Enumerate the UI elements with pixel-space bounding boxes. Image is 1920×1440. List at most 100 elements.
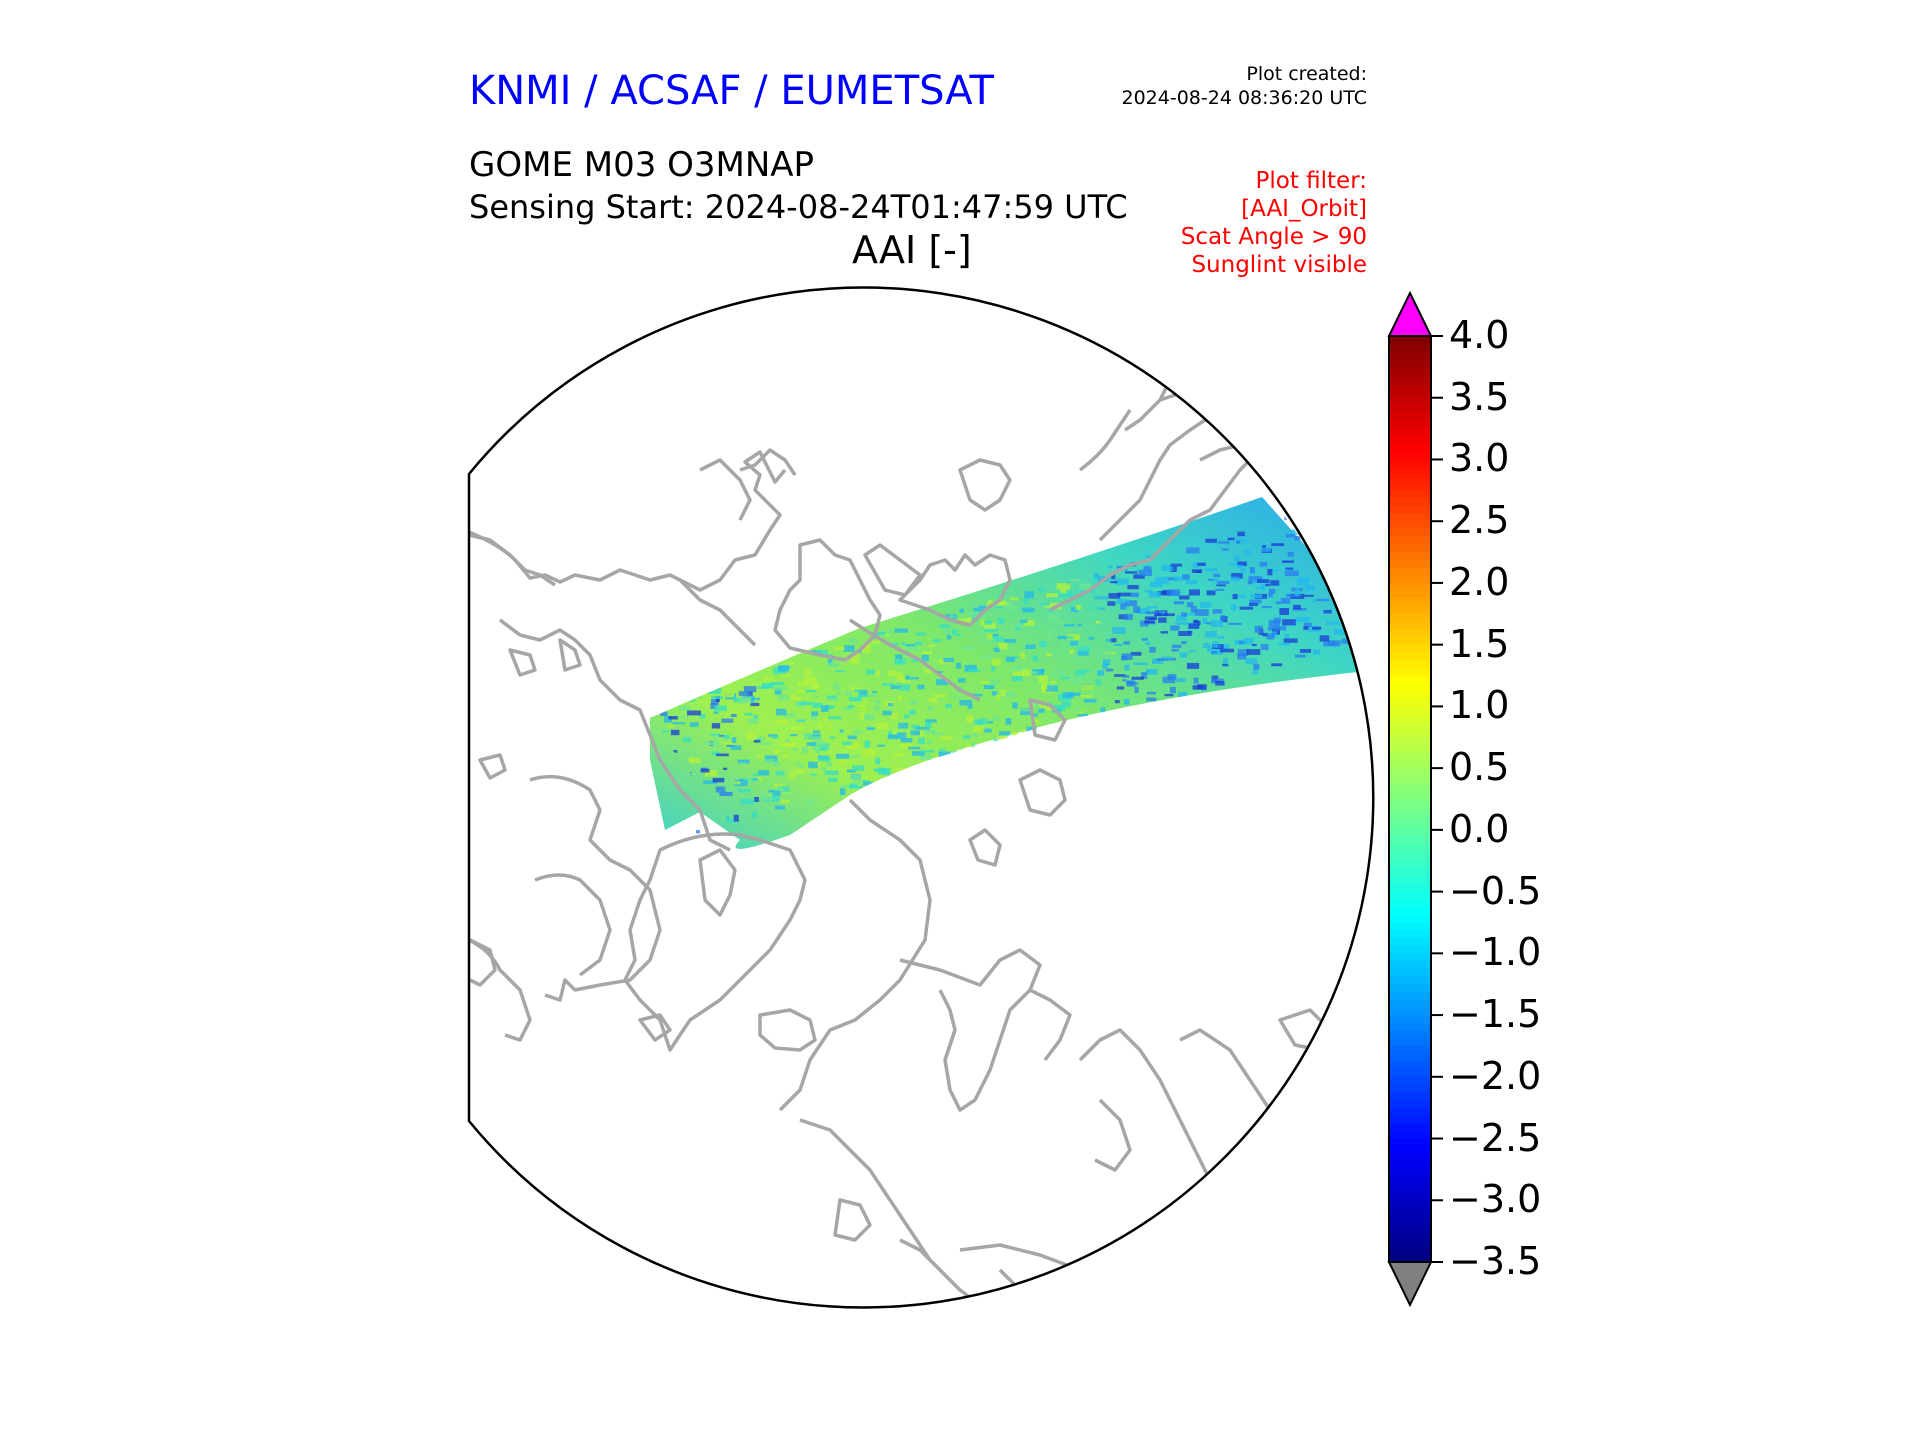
- colorbar-cell: [1389, 413, 1431, 422]
- swath-pixel: [1154, 612, 1163, 617]
- swath-pixel: [778, 665, 789, 672]
- swath-pixel: [984, 622, 996, 630]
- plot-created-time: 2024-08-24 08:36:20 UTC: [1121, 87, 1368, 109]
- colorbar-tick-label: −1.5: [1449, 992, 1542, 1037]
- swath-pixel: [1185, 613, 1195, 616]
- swath-pixel: [987, 600, 994, 607]
- swath-pixel: [664, 716, 672, 723]
- colorbar-tick-label: 0.5: [1449, 745, 1510, 790]
- colorbar-cell: [1389, 559, 1431, 569]
- swath-pixel: [744, 712, 753, 716]
- swath-pixel: [978, 718, 987, 725]
- swath-pixel: [781, 673, 791, 677]
- colorbar-cell: [1389, 544, 1431, 553]
- swath-pixel: [991, 691, 998, 696]
- swath-pixel: [710, 733, 720, 736]
- swath-pixel: [1039, 640, 1047, 648]
- swath-pixel: [1088, 606, 1102, 609]
- swath-pixel: [1020, 619, 1028, 623]
- colorbar-cell: [1389, 1130, 1431, 1140]
- swath-pixel: [910, 730, 920, 736]
- swath-pixel: [1024, 591, 1035, 599]
- swath-pixel: [1267, 569, 1273, 576]
- colorbar-cell: [1389, 644, 1431, 653]
- swath-pixel: [1261, 547, 1271, 552]
- swath-pixel: [716, 753, 729, 757]
- swath-pixel: [1161, 565, 1174, 572]
- swath-pixel: [790, 734, 798, 737]
- colorbar-cell: [1389, 814, 1431, 823]
- swath-pixel: [1152, 658, 1164, 664]
- swath-pixel: [1307, 628, 1320, 632]
- swath-pixel: [991, 636, 1004, 642]
- swath-pixel: [761, 685, 770, 689]
- colorbar-cell: [1389, 582, 1431, 592]
- swath-pixel: [1067, 692, 1081, 697]
- swath-pixel: [1243, 550, 1252, 555]
- colorbar-gradient: [1389, 336, 1431, 1263]
- colorbar-cell: [1389, 428, 1431, 437]
- swath-pixel: [1166, 589, 1181, 596]
- sensing-start: Sensing Start: 2024-08-24T01:47:59 UTC: [469, 188, 1128, 226]
- swath-pixel: [758, 795, 773, 801]
- swath-pixel: [1162, 676, 1176, 684]
- swath-pixel: [1257, 579, 1270, 583]
- swath-pixel: [1251, 644, 1257, 647]
- colorbar-cell: [1389, 451, 1431, 461]
- swath-pixel: [1145, 641, 1151, 646]
- swath-pixel: [1121, 656, 1128, 661]
- swath-pixel: [1150, 581, 1163, 588]
- colorbar-cell: [1389, 1200, 1431, 1209]
- swath-pixel: [882, 683, 895, 686]
- swath-pixel: [1117, 592, 1132, 597]
- swath-pixel: [1171, 644, 1182, 648]
- swath-pixel: [917, 684, 925, 690]
- swath-pixel: [1095, 679, 1102, 685]
- swath-pixel: [1133, 606, 1141, 613]
- swath-pixel: [952, 629, 957, 635]
- variable-title: AAI [-]: [852, 228, 972, 272]
- swath-pixel: [892, 764, 897, 767]
- swath-pixel: [714, 705, 727, 712]
- swath-pixel: [1299, 649, 1312, 653]
- swath-pixel: [1095, 621, 1101, 624]
- colorbar-cell: [1389, 937, 1431, 947]
- colorbar-cell: [1389, 1030, 1431, 1039]
- colorbar-cell: [1389, 382, 1431, 391]
- swath-pixel: [715, 696, 720, 702]
- swath-pixel: [998, 735, 1009, 741]
- swath-pixel: [1046, 653, 1052, 657]
- swath-pixel: [863, 781, 873, 786]
- swath-pixel: [796, 690, 805, 694]
- swath-pixel: [915, 726, 930, 730]
- swath-pixel: [683, 737, 692, 742]
- swath-pixel: [854, 779, 867, 782]
- swath-pixel: [748, 718, 759, 725]
- swath-pixel: [993, 647, 1000, 652]
- swath-pixel: [1279, 608, 1289, 615]
- swath-pixel: [1120, 602, 1126, 610]
- swath-pixel: [874, 705, 881, 711]
- swath-pixel: [1204, 631, 1218, 638]
- swath-pixel: [910, 699, 918, 705]
- swath-pixel: [1239, 641, 1244, 644]
- swath-pixel: [745, 733, 757, 740]
- swath-pixel: [1145, 555, 1152, 559]
- swath-pixel: [981, 638, 995, 642]
- swath-pixel: [1160, 631, 1169, 634]
- swath-pixel: [1272, 625, 1287, 631]
- swath-pixel: [1122, 675, 1130, 678]
- swath-pixel: [772, 790, 781, 796]
- swath-pixel: [825, 705, 835, 709]
- swath-pixel: [999, 731, 1010, 736]
- colorbar-cell: [1389, 860, 1431, 870]
- swath-pixel: [775, 805, 785, 810]
- swath-pixel: [688, 759, 694, 762]
- colorbar-cell: [1389, 660, 1431, 669]
- swath-pixel: [996, 602, 1009, 605]
- swath-pixel: [1287, 551, 1294, 557]
- swath-pixel: [967, 617, 973, 621]
- swath-pixel: [932, 639, 942, 643]
- swath-pixel: [1170, 625, 1180, 631]
- swath-pixel: [1059, 590, 1071, 598]
